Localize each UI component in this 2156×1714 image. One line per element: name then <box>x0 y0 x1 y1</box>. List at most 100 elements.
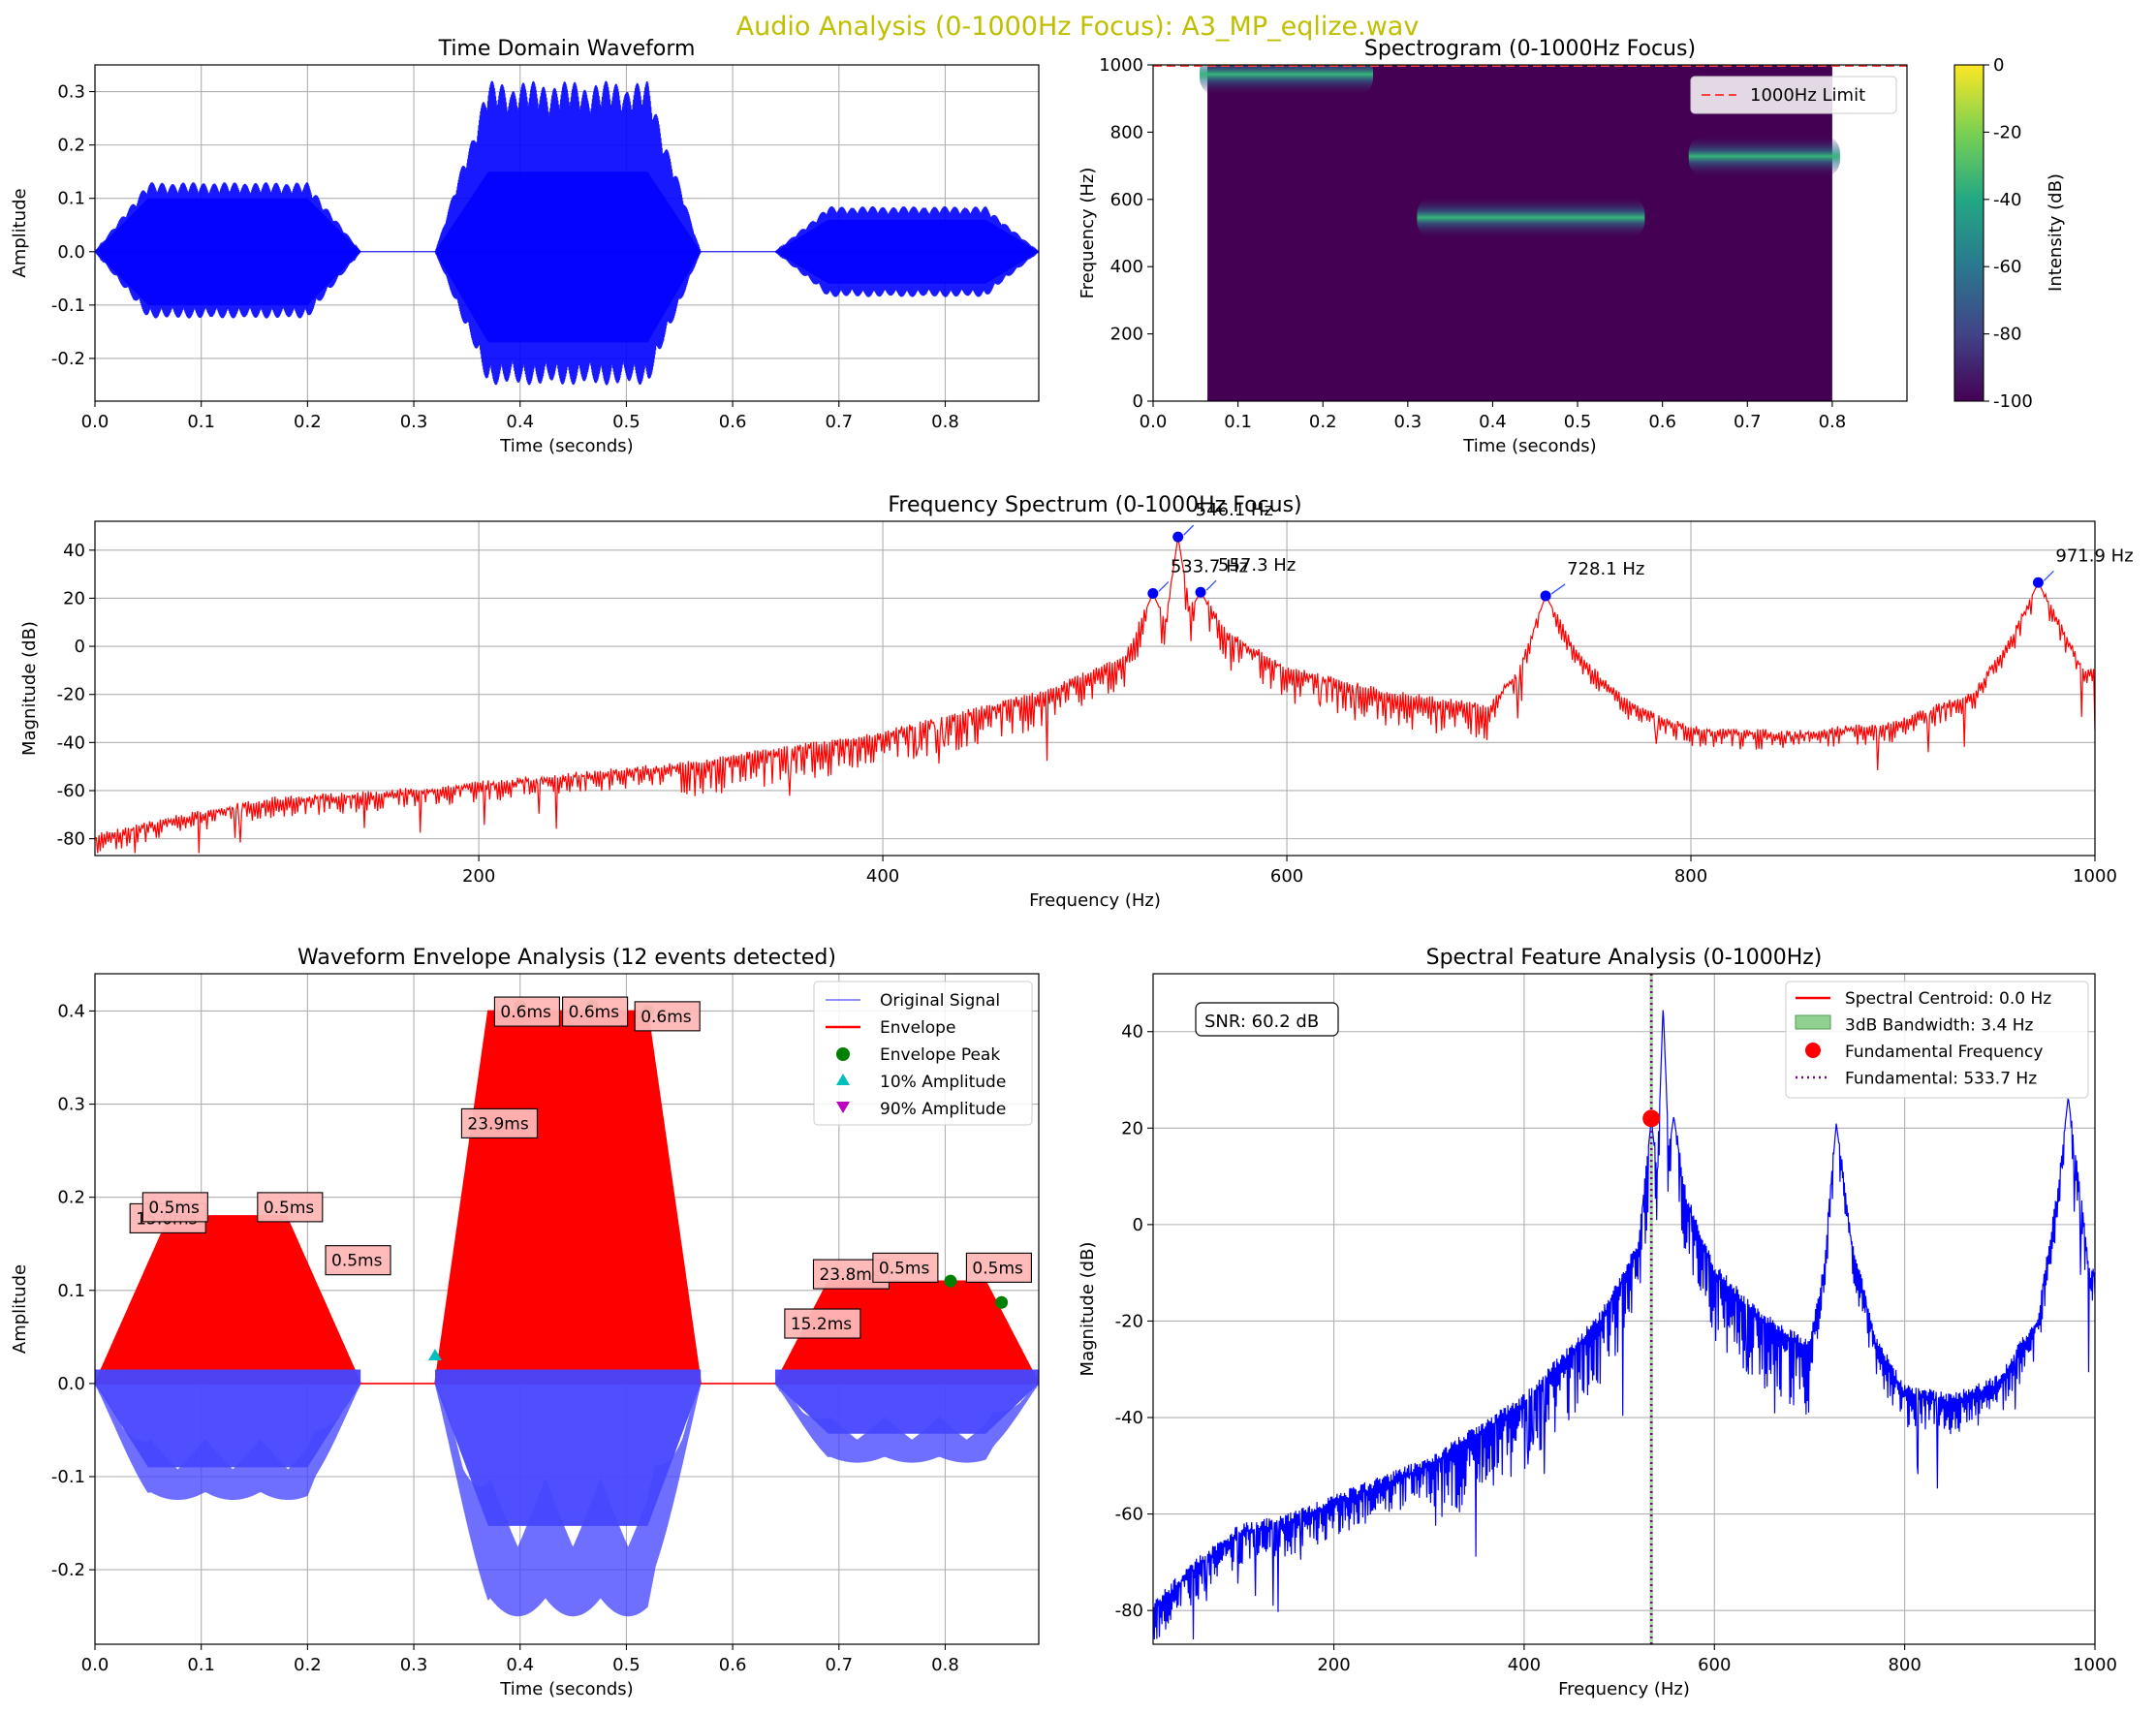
waveform-ytick-label: -0.1 <box>51 296 85 316</box>
spectrum-peak-marker <box>1172 531 1184 543</box>
envelope-fill-2 <box>434 1010 703 1385</box>
colorbar-tick-label: -20 <box>1993 122 2021 142</box>
waveform-ytick-label: 0.2 <box>57 136 85 156</box>
original-signal-1 <box>95 1383 361 1501</box>
legend-label: Spectral Centroid: 0.0 Hz <box>1845 989 2051 1009</box>
legend-swatch-bandwidth <box>1795 1014 1831 1030</box>
annotation-label: 0.5ms <box>972 1259 1023 1278</box>
waveform-xtick-label: 0.2 <box>294 412 322 432</box>
envelope-annotation: 23.9ms <box>460 1107 538 1138</box>
spectrum-ytick-label: 40 <box>63 541 85 561</box>
waveform-ytick-label: 0.0 <box>57 242 85 263</box>
chart-panels: 0.0 0.1 0.2 0.3 0.4 0.5 0.6 0.7 0.8-0.2-0.10.00.… <box>10 37 2134 1699</box>
spectrum-ytick-label: -60 <box>57 781 85 801</box>
annotation-box <box>493 996 560 1027</box>
legend-label: 3dB Bandwidth: 3.4 Hz <box>1845 1016 2034 1036</box>
legend-label: 10% Amplitude <box>880 1073 1006 1092</box>
envelope-xtick-label: 0.3 <box>400 1655 428 1675</box>
envelope-xtick-label: 0.2 <box>294 1655 322 1675</box>
colorbar-tick-label: -80 <box>1993 325 2021 345</box>
annotation-label: 15.2ms <box>791 1315 852 1334</box>
spectrogram-xtick-label: 0.4 <box>1479 412 1507 432</box>
envelope-annotation: 15.2ms <box>784 1308 861 1339</box>
envelope-xtick-label: 0.6 <box>719 1655 747 1675</box>
envelope-annotation: 0.5ms <box>965 1252 1032 1283</box>
spectrum-peak-label: 971.9 Hz <box>2055 545 2133 566</box>
spectrum-ytick-label: 0 <box>75 637 85 657</box>
annotation-box <box>141 1192 208 1223</box>
spectrogram-ytick-label: 600 <box>1110 190 1143 210</box>
spectrum-ytick-label: -20 <box>57 685 85 705</box>
spectrogram-plot-area <box>1153 65 1907 401</box>
envelope-panel: 0.0 0.1 0.2 0.3 0.4 0.5 0.6 0.7 0.8 -0.2 -0.1 0.0 0.… <box>10 946 1040 1699</box>
legend-box <box>813 981 1033 1126</box>
fundamental-marker <box>1642 1109 1661 1128</box>
envelope-annotation: 0.5ms <box>257 1192 324 1223</box>
original-signal-2 <box>434 1383 702 1617</box>
spectrogram-xlabel: Time (seconds) <box>1462 436 1596 456</box>
spectrum-peak-label: 557.3 Hz <box>1218 555 1296 576</box>
annotation-label: 23.8ms <box>819 1265 880 1285</box>
waveform-ytick-label: 0.1 <box>57 189 85 209</box>
features-ytick-label: 0 <box>1133 1215 1143 1235</box>
annotation-label: 0.6ms <box>500 1003 551 1022</box>
axes-frame <box>1152 973 2096 1645</box>
waveform-xtick-label: 0.3 <box>400 412 428 432</box>
envelope-ytick-label: 0.2 <box>57 1188 85 1208</box>
spectrum-peak-arrow <box>1183 524 1195 536</box>
features-plot-area <box>1153 974 2095 1644</box>
features-ytick-label: 40 <box>1121 1022 1143 1043</box>
legend-label: Fundamental: 533.7 Hz <box>1845 1070 2037 1089</box>
features-ylabel: Magnitude (dB) <box>1078 1242 1098 1377</box>
spectrum-line <box>95 537 2095 854</box>
spectrogram-xtick-label: 0.8 <box>1819 412 1847 432</box>
spectrogram-xtick-label: 0.6 <box>1648 412 1676 432</box>
envelope-annotation: 0.6ms <box>634 1001 701 1032</box>
envelope-peak-marker <box>944 1274 957 1288</box>
spectrum-xtick-label: 600 <box>1270 866 1303 887</box>
envelope-ylabel: Amplitude <box>10 1264 30 1354</box>
annotation-label: 0.6ms <box>641 1008 692 1027</box>
colorbar-tick-label: -40 <box>1993 190 2021 210</box>
annotation-box <box>325 1245 391 1276</box>
spectrogram-band <box>1200 65 1374 96</box>
spectrum-xtick-label: 200 <box>462 866 495 887</box>
spectrogram-ytick-label: 800 <box>1110 122 1143 142</box>
spectrum-ytick-label: 20 <box>63 588 85 608</box>
spectrogram-xtick-label: 0.1 <box>1224 412 1252 432</box>
spectrum-peak-arrow <box>2043 570 2054 581</box>
waveform-xtick-label: 0.1 <box>187 412 215 432</box>
annotation-label: 0.5ms <box>331 1252 383 1271</box>
waveform-body-3 <box>775 219 1039 284</box>
envelope-xtick-label: 0.5 <box>612 1655 641 1675</box>
spectrum-xtick-label: 800 <box>1674 866 1707 887</box>
waveform-body-2 <box>435 171 702 343</box>
envelope-annotation: 0.6ms <box>562 996 629 1027</box>
legend-label: 90% Amplitude <box>880 1100 1006 1119</box>
amplitude-10-marker <box>427 1349 442 1361</box>
envelope-annotation: 0.5ms <box>325 1245 391 1276</box>
features-xtick-label: 800 <box>1888 1655 1921 1675</box>
annotation-box <box>965 1252 1032 1283</box>
envelope-plot-area <box>95 974 1039 1644</box>
annotation-box <box>634 1001 701 1032</box>
envelope-ytick-label: 0.1 <box>57 1281 85 1301</box>
axes-frame <box>94 973 1040 1645</box>
features-title: Spectral Feature Analysis (0-1000Hz) <box>1426 946 1823 970</box>
waveform-xlabel: Time (seconds) <box>499 436 633 456</box>
spectrogram-legend: 1000Hz Limit <box>1690 76 1897 114</box>
envelope-xtick-label: 0.0 <box>81 1655 109 1675</box>
spectrogram-panel: 0.0 0.1 0.2 0.3 0.4 0.5 0.6 0.7 0.8 0 200 400 600 800… <box>1078 37 2066 456</box>
annotation-box <box>784 1308 861 1339</box>
axes-frame <box>94 64 1040 402</box>
colorbar-bar <box>1953 64 1984 402</box>
features-ytick-label: -20 <box>1115 1311 1143 1331</box>
features-ytick-label: -40 <box>1115 1408 1143 1428</box>
features-ytick-label: -60 <box>1115 1505 1143 1525</box>
spectrum-ylabel: Magnitude (dB) <box>19 621 40 756</box>
features-xtick-label: 400 <box>1508 1655 1541 1675</box>
spectrogram-band <box>1688 135 1840 178</box>
spectrogram-xtick-label: 0.0 <box>1140 412 1168 432</box>
waveform-ytick-label: 0.3 <box>57 82 85 103</box>
